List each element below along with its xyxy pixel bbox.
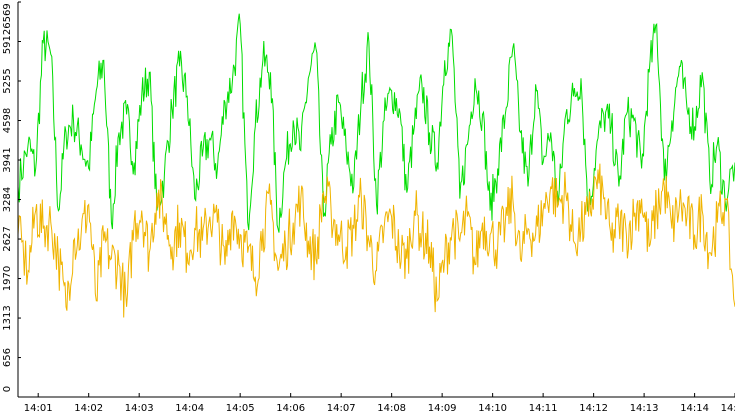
y-tick-label: 6569 [2,3,13,28]
series-line-1 [17,13,735,233]
y-tick-label: 1313 [2,305,13,330]
y-tick-label: 4598 [2,108,13,133]
y-tick-label: 0 [2,386,13,392]
y-tick-label: 3941 [2,147,13,172]
x-tick-label: 14:12 [579,403,608,414]
x-tick-label: 14:03 [125,403,154,414]
x-tick-label: 14:09 [428,403,457,414]
x-tick-label: 14:05 [226,403,255,414]
x-tick-label: 14:11 [529,403,558,414]
x-tick-label: 14:04 [175,403,204,414]
y-tick-label: 5912 [2,29,13,54]
y-tick-label: 1970 [2,266,13,291]
series-layer [17,13,735,318]
x-tick-label: 14:10 [478,403,507,414]
y-tick-label: 656 [2,348,13,367]
x-tick-label: 14:07 [327,403,356,414]
y-tick-label: 5255 [2,68,13,93]
y-tick-label: 3284 [2,187,13,212]
x-tick-label: 14:08 [377,403,406,414]
x-tick-label: 14:06 [276,403,305,414]
x-tick-label: 14:13 [630,403,659,414]
x-tick-label: 14:14 [721,403,735,414]
x-tick-label: 14:02 [74,403,103,414]
x-tick-label: 14:14 [680,403,709,414]
x-tick-label: 14:01 [24,403,53,414]
series-line-2 [17,163,735,318]
y-tick-label: 2627 [2,226,13,251]
